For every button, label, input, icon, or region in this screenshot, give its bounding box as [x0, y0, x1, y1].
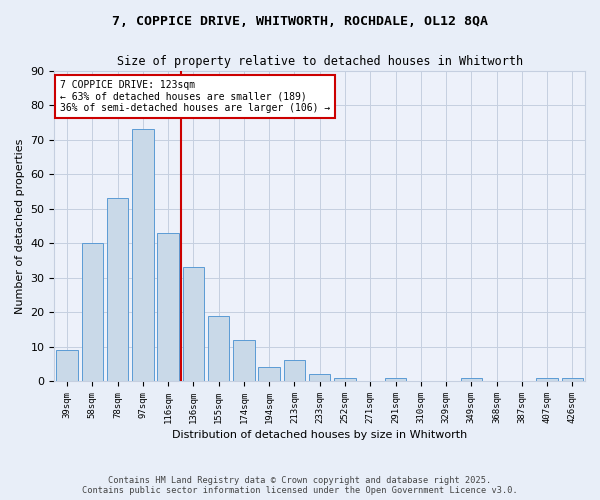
Bar [107, 198, 128, 381]
Bar [208, 316, 229, 381]
Bar [157, 232, 179, 381]
Bar [82, 243, 103, 381]
Bar [56, 350, 78, 381]
Bar [284, 360, 305, 381]
Bar [461, 378, 482, 381]
X-axis label: Distribution of detached houses by size in Whitworth: Distribution of detached houses by size … [172, 430, 467, 440]
Bar [259, 368, 280, 381]
Bar [536, 378, 558, 381]
Bar [309, 374, 331, 381]
Y-axis label: Number of detached properties: Number of detached properties [15, 138, 25, 314]
Text: Contains HM Land Registry data © Crown copyright and database right 2025.
Contai: Contains HM Land Registry data © Crown c… [82, 476, 518, 495]
Title: Size of property relative to detached houses in Whitworth: Size of property relative to detached ho… [116, 55, 523, 68]
Bar [334, 378, 356, 381]
Bar [385, 378, 406, 381]
Bar [233, 340, 254, 381]
Bar [182, 267, 204, 381]
Text: 7, COPPICE DRIVE, WHITWORTH, ROCHDALE, OL12 8QA: 7, COPPICE DRIVE, WHITWORTH, ROCHDALE, O… [112, 15, 488, 28]
Bar [132, 129, 154, 381]
Text: 7 COPPICE DRIVE: 123sqm
← 63% of detached houses are smaller (189)
36% of semi-d: 7 COPPICE DRIVE: 123sqm ← 63% of detache… [60, 80, 330, 113]
Bar [562, 378, 583, 381]
